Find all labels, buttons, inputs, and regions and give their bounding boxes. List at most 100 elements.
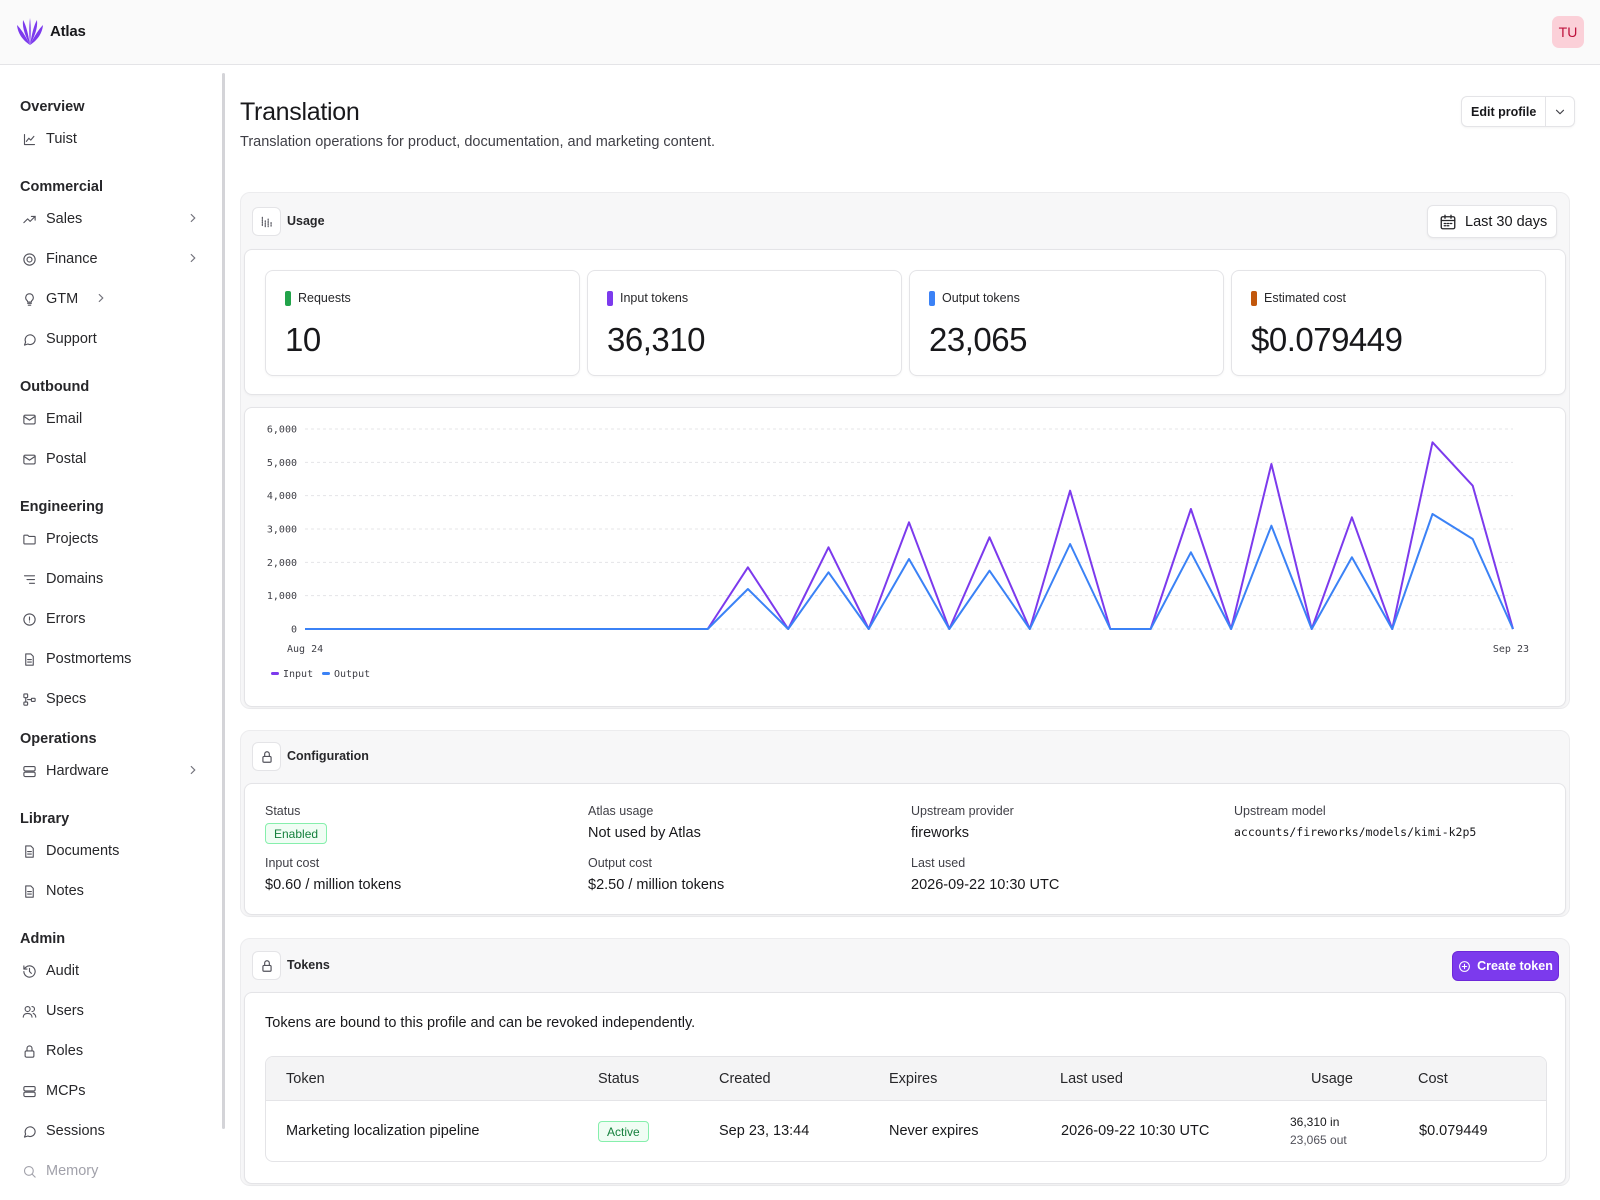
stat-color-bar — [607, 291, 613, 306]
sidebar-item-hardware[interactable]: Hardware — [20, 759, 210, 783]
folder-icon — [20, 530, 38, 548]
column-header-cost[interactable]: Cost — [1418, 1071, 1448, 1087]
sidebar-item-label: GTM — [46, 291, 79, 307]
sidebar-item-label: Tuist — [46, 131, 77, 147]
sidebar-item-documents[interactable]: Documents — [20, 839, 210, 863]
sidebar-item-finance[interactable]: Finance — [20, 247, 210, 271]
legend-label-input[interactable]: Input — [283, 669, 313, 680]
sidebar-item-notes[interactable]: Notes — [20, 879, 210, 903]
stat-card-estimated-cost: Estimated cost $0.079449 — [1231, 270, 1546, 376]
lock-icon — [261, 750, 272, 763]
tokens-table-header: Token Status Created Expires Last used U… — [266, 1057, 1546, 1101]
app-name[interactable]: Atlas — [50, 23, 86, 40]
column-header-created[interactable]: Created — [719, 1071, 771, 1087]
bulb-icon — [20, 290, 38, 308]
model-label: Upstream model — [1234, 804, 1326, 818]
list-tree-icon — [20, 570, 38, 588]
status-label: Status — [265, 804, 301, 818]
user-avatar[interactable]: TU — [1552, 16, 1584, 48]
series-line-output[interactable] — [305, 513, 1514, 630]
sidebar-item-postal[interactable]: Postal — [20, 447, 210, 471]
sidebar-item-projects[interactable]: Projects — [20, 527, 210, 551]
edit-profile-button[interactable]: Edit profile — [1462, 97, 1547, 126]
token-created: Sep 23, 13:44 — [719, 1123, 810, 1139]
column-header-status[interactable]: Status — [598, 1071, 640, 1087]
sidebar-item-label: Notes — [46, 883, 84, 899]
tokens-table: Token Status Created Expires Last used U… — [265, 1056, 1547, 1162]
token-name[interactable]: Marketing localization pipeline — [286, 1123, 480, 1139]
sidebar-item-audit[interactable]: Audit — [20, 959, 210, 983]
sidebar-item-memory[interactable]: Memory — [20, 1159, 210, 1183]
model-value: accounts/fireworks/models/kimi-k2p5 — [1234, 825, 1477, 839]
date-range-label: Last 30 days — [1465, 213, 1548, 230]
date-range-button[interactable]: Last 30 days — [1427, 205, 1557, 238]
chevron-right-icon[interactable] — [94, 291, 108, 305]
series-line-input[interactable] — [305, 441, 1514, 630]
sidebar-group-engineering: Engineering — [20, 499, 104, 515]
server-icon — [20, 1082, 38, 1100]
sidebar-item-specs[interactable]: Specs — [20, 687, 210, 711]
column-header-token[interactable]: Token — [286, 1071, 325, 1087]
usage-line-chart[interactable]: 0 1,000 2,000 3,000 4,000 5,000 6,000 Aug 24 Sep… — [245, 408, 1567, 706]
sidebar-item-label: Memory — [46, 1163, 99, 1179]
atlas-logo-icon[interactable] — [16, 17, 44, 47]
calendar-icon — [1440, 214, 1456, 229]
sidebar-group-admin: Admin — [20, 931, 66, 947]
sidebar-item-label: Documents — [46, 843, 120, 859]
sidebar-item-label: Finance — [46, 251, 98, 267]
hierarchy-icon — [20, 690, 38, 708]
sidebar-item-sales[interactable]: Sales — [20, 207, 210, 231]
sidebar-item-postmortems[interactable]: Postmortems — [20, 647, 210, 671]
alert-circle-icon — [20, 610, 38, 628]
column-header-last-used[interactable]: Last used — [1060, 1071, 1123, 1087]
tokens-panel: Tokens are bound to this profile and can… — [244, 992, 1566, 1184]
sidebar-item-label: Sessions — [46, 1123, 105, 1139]
column-header-expires[interactable]: Expires — [889, 1071, 938, 1087]
file-text-icon — [20, 650, 38, 668]
x-tick-label: Aug 24 — [287, 644, 323, 655]
sidebar-item-errors[interactable]: Errors — [20, 607, 210, 631]
mail-icon — [20, 450, 38, 468]
sidebar-item-label: Audit — [46, 963, 80, 979]
chart-line-icon — [20, 130, 38, 148]
sidebar-item-domains[interactable]: Domains — [20, 567, 210, 591]
sidebar-item-label: MCPs — [46, 1083, 86, 1099]
sidebar-item-label: Domains — [46, 571, 104, 587]
search-icon — [20, 1162, 38, 1180]
history-icon — [20, 962, 38, 980]
chevron-right-icon[interactable] — [186, 211, 200, 225]
chevron-right-icon[interactable] — [186, 251, 200, 265]
column-header-usage[interactable]: Usage — [1311, 1071, 1353, 1087]
sidebar-item-label: Projects — [46, 531, 99, 547]
input-cost-label: Input cost — [265, 856, 320, 870]
sidebar-item-label: Postal — [46, 451, 87, 467]
table-row[interactable]: Marketing localization pipeline Active S… — [266, 1101, 1546, 1161]
sidebar-item-gtm[interactable]: GTM — [20, 287, 210, 311]
edit-profile-menu-button[interactable] — [1546, 97, 1574, 126]
sidebar-item-users[interactable]: Users — [20, 999, 210, 1023]
sidebar-group-commercial: Commercial — [20, 179, 104, 195]
last-used-value: 2026-09-22 10:30 UTC — [911, 877, 1060, 893]
sidebar-scrollbar[interactable] — [222, 73, 225, 1129]
configuration-panel: Status Enabled Atlas usage Not used by A… — [244, 783, 1566, 915]
usage-section-title: Usage — [287, 214, 325, 228]
lock-icon — [261, 959, 272, 972]
chevron-right-icon[interactable] — [186, 763, 200, 777]
provider-value: fireworks — [911, 825, 970, 841]
atlas-usage-value: Not used by Atlas — [588, 825, 701, 841]
y-tick-label: 1,000 — [267, 591, 297, 602]
sidebar-item-label: Sales — [46, 211, 83, 227]
sidebar-item-tuist[interactable]: Tuist — [20, 127, 210, 151]
sidebar-item-mcps[interactable]: MCPs — [20, 1079, 210, 1103]
page-subtitle: Translation operations for product, docu… — [240, 134, 716, 150]
sidebar-item-email[interactable]: Email — [20, 407, 210, 431]
usage-section-icon-box — [252, 207, 281, 236]
legend-label-output[interactable]: Output — [334, 669, 370, 680]
stat-value: 23,065 — [929, 321, 1027, 358]
sidebar-item-sessions[interactable]: Sessions — [20, 1119, 210, 1143]
configuration-section-icon-box — [252, 742, 281, 771]
sidebar-item-support[interactable]: Support — [20, 327, 210, 351]
atlas-usage-label: Atlas usage — [588, 804, 654, 818]
create-token-button[interactable]: Create token — [1452, 951, 1559, 981]
sidebar-item-roles[interactable]: Roles — [20, 1039, 210, 1063]
